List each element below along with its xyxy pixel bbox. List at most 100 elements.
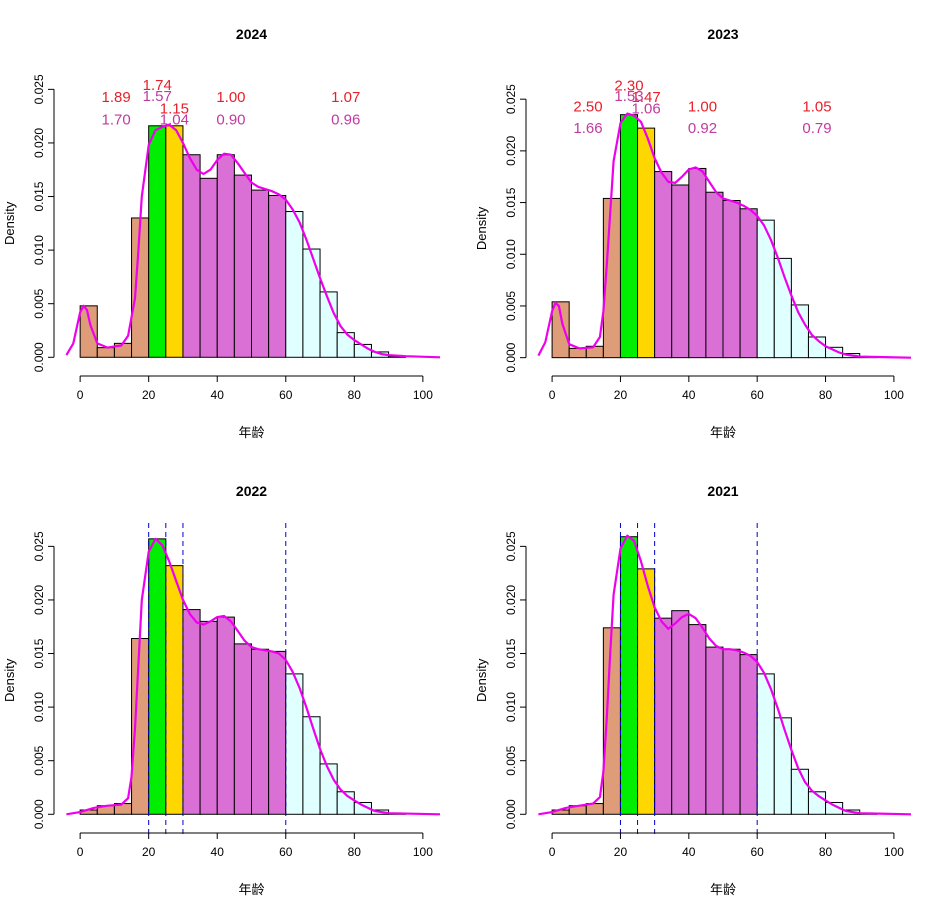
y-tick-label: 0.015 — [32, 181, 46, 211]
bar-50-55 — [722, 199, 741, 359]
density-curve — [65, 123, 441, 359]
chart-title: 2024 — [236, 26, 267, 42]
y-tick-label: 0.020 — [504, 136, 518, 166]
bar-50-55 — [251, 189, 270, 358]
bar-5-10 — [568, 347, 587, 359]
x-tick-label: 20 — [142, 845, 156, 859]
ratio-label-red: 2.50 — [573, 98, 602, 115]
bar-20-25 — [619, 114, 639, 359]
bar-25-30 — [637, 568, 656, 815]
x-tick-label: 40 — [211, 388, 225, 402]
ratio-label-magenta: 0.79 — [802, 120, 831, 137]
x-tick-label: 100 — [413, 845, 433, 859]
bar-30-35 — [654, 617, 673, 815]
bar-35-40 — [199, 620, 218, 815]
bar-50-55 — [722, 648, 741, 815]
ratio-label-magenta: 1.06 — [631, 100, 660, 117]
bar-40-45 — [216, 616, 235, 815]
density-curve — [66, 537, 441, 816]
y-tick-label: 0.010 — [504, 692, 518, 722]
y-axis-label: Density — [2, 201, 17, 245]
x-tick-label: 100 — [884, 388, 904, 402]
y-tick-label: 0.020 — [32, 585, 46, 615]
ratio-label-magenta: 1.53 — [614, 88, 643, 105]
bar-20-25 — [148, 125, 167, 358]
y-tick-label: 0.005 — [32, 745, 46, 775]
y-tick-label: 0.025 — [504, 531, 518, 561]
panel-2022: 2022 0.000 0.005 0.010 0.015 0.020 0.025 Densit… — [2, 483, 441, 897]
ratio-label-red: 1.00 — [688, 98, 717, 115]
bar-45-50 — [233, 174, 252, 358]
bar-40-45 — [688, 624, 707, 815]
bar-60-65 — [756, 673, 775, 815]
x-tick-label: 100 — [884, 845, 904, 859]
ratio-label-red: 2.30 — [614, 78, 643, 95]
bar-55-60 — [268, 650, 287, 815]
bar-25-30 — [165, 565, 184, 815]
x-tick-label: 80 — [348, 845, 362, 859]
y-axis-label: Density — [474, 658, 489, 702]
y-axis: 0.000 0.005 0.010 0.015 0.020 0.025 Density — [474, 531, 527, 829]
x-tick-label: 60 — [279, 388, 293, 402]
panel-2023: 2023 0.000 0.005 0.010 0.015 0.020 0.025 Densit… — [474, 26, 912, 440]
chart-title: 2022 — [236, 483, 267, 499]
y-tick-label: 0.025 — [504, 84, 518, 114]
x-tick-label: 20 — [614, 845, 628, 859]
bar-40-45 — [216, 154, 235, 358]
panel-2021: 2021 0.000 0.005 0.010 0.015 0.020 0.025 Densit… — [474, 483, 912, 897]
y-tick-label: 0.005 — [504, 745, 518, 775]
y-axis: 0.000 0.005 0.010 0.015 0.020 0.025 Density — [2, 74, 55, 372]
bar-55-60 — [739, 654, 758, 815]
x-axis: 0 20 40 60 80 100 年龄 — [77, 375, 433, 440]
bar-55-60 — [739, 208, 758, 359]
bar-0-5 — [79, 305, 98, 358]
bar-65-70 — [302, 248, 321, 358]
bar-75-80 — [336, 332, 355, 358]
ratio-annotations: 2.50 2.301.47 1.00 1.05 1.66 1.531.06 0.92 0.79 — [573, 78, 831, 137]
density-curve — [538, 534, 912, 816]
y-tick-label: 0.010 — [504, 239, 518, 269]
x-axis-label: 年龄 — [238, 882, 264, 897]
x-tick-label: 100 — [413, 388, 433, 402]
x-tick-label: 80 — [819, 845, 833, 859]
y-axis: 0.000 0.005 0.010 0.015 0.020 0.025 Density — [474, 84, 527, 373]
bar-45-50 — [705, 646, 724, 815]
ratio-label-red: 1.00 — [216, 89, 245, 106]
y-tick-label: 0.015 — [32, 638, 46, 668]
bar-65-70 — [773, 717, 792, 815]
y-tick-label: 0.025 — [32, 531, 46, 561]
ratio-label-magenta: 0.90 — [216, 111, 245, 128]
y-tick-label: 0.005 — [504, 291, 518, 321]
panel-2024: 2024 0.000 0.005 0.010 0.015 0.020 0.025 Densit… — [2, 26, 441, 440]
x-tick-label: 80 — [819, 388, 833, 402]
x-tick-label: 0 — [77, 388, 84, 402]
bar-30-35 — [182, 609, 201, 815]
x-axis: 0 20 40 60 80 100 年龄 — [77, 832, 433, 897]
bar-20-25 — [148, 538, 167, 815]
x-axis: 0 20 40 60 80 100 年龄 — [549, 375, 904, 440]
x-tick-label: 40 — [211, 845, 225, 859]
x-tick-label: 60 — [751, 845, 765, 859]
bar-5-10 — [96, 347, 115, 358]
bars — [79, 125, 407, 358]
x-tick-label: 0 — [549, 388, 556, 402]
y-axis-label: Density — [474, 206, 489, 250]
ratio-label-magenta: 1.57 — [143, 88, 172, 105]
bar-70-75 — [790, 768, 809, 815]
y-tick-label: 0.025 — [32, 74, 46, 104]
y-tick-label: 0.010 — [32, 692, 46, 722]
ratio-label-magenta: 1.66 — [573, 120, 602, 137]
y-tick-label: 0.010 — [32, 235, 46, 265]
x-tick-label: 60 — [279, 845, 293, 859]
x-tick-label: 20 — [142, 388, 156, 402]
x-tick-label: 20 — [614, 388, 628, 402]
bar-0-5 — [551, 301, 570, 359]
bar-60-65 — [285, 211, 304, 358]
ratio-label-magenta: 1.70 — [102, 111, 131, 128]
ratio-label-red: 1.47 — [631, 89, 660, 106]
y-tick-label: 0.000 — [32, 799, 46, 829]
bar-45-50 — [233, 643, 252, 815]
bar-60-65 — [285, 673, 304, 815]
y-tick-label: 0.015 — [504, 187, 518, 217]
